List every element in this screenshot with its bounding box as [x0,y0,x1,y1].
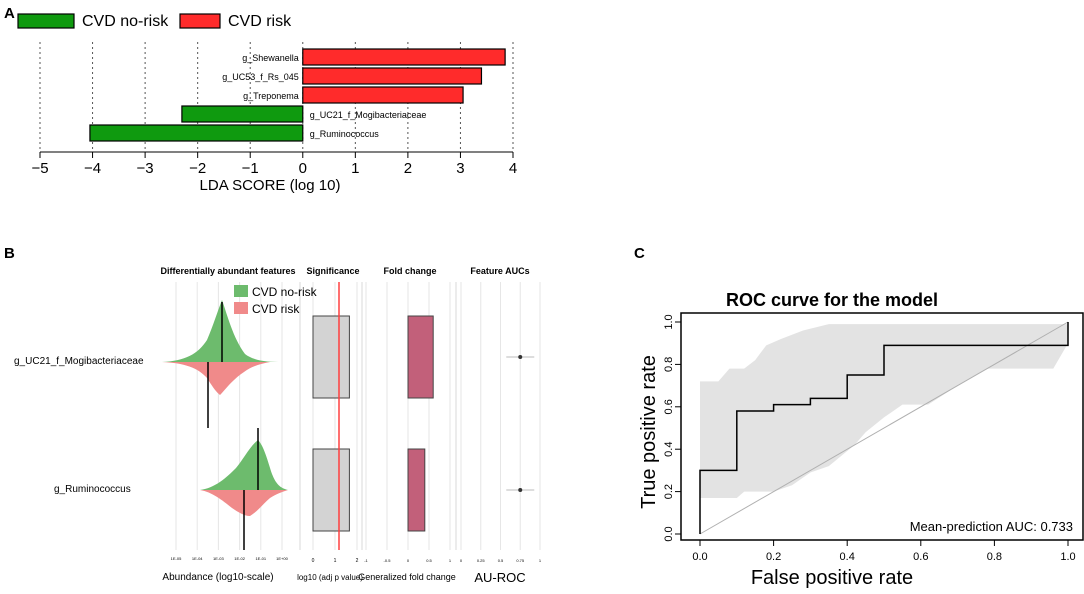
legend-label-no-risk: CVD no-risk [82,13,169,30]
roc-x-tick-label: 1.0 [1060,551,1075,563]
multi-panel-feature-chart: Differentially abundant features Signifi… [14,266,542,585]
auc-tick-label: 0.75 [516,558,525,563]
lda-bar-label: g_UC53_f_Rs_045 [222,72,299,82]
significance-tick-label: 0 [312,558,315,564]
lda-bar [181,105,304,123]
fold-change-tick-label: -0.5 [384,558,392,563]
feature-label-1: g_UC21_f_Mogibacteriaceae [14,356,144,367]
legend-label-risk: CVD risk [228,13,292,30]
lda-x-tick-label: −2 [189,160,206,177]
abundance-x-label: Abundance (log10-scale) [162,572,273,583]
lda-bar [302,86,464,104]
roc-diagonal-line [699,321,1069,535]
fold-change-x-label: Generalized fold change [358,572,456,582]
lda-x-tick-label: 1 [351,160,359,177]
significance-tick-label: 1 [334,558,337,564]
header-significance: Significance [306,266,359,276]
abundance-tick-label: 1E-02 [234,556,245,561]
roc-y-tick-label: 1.0 [663,314,675,329]
significance-tick-label: 2 [356,558,359,564]
lda-x-tick-label: −1 [242,160,259,177]
roc-confidence-band [700,324,1068,498]
legend-label-no-risk-b: CVD no-risk [252,285,318,299]
fold-change-tick-label: 1 [449,558,452,563]
roc-y-tick-label: 0.4 [663,442,675,457]
roc-x-tick-label: 0.8 [987,551,1002,563]
abundance-tick-label: 1E-01 [255,556,266,561]
lda-x-tick-label: −5 [31,160,48,177]
violin-no-risk-feature-2 [200,440,288,490]
lda-bar-label: g_Treponema [243,91,299,101]
roc-title: ROC curve for the model [726,290,938,310]
lda-bar-label: g_UC21_f_Mogibacteriaceae [310,110,427,120]
lda-x-tick-label: −3 [137,160,154,177]
auc-tick-label: 0 [460,558,463,563]
abundance-tick-label: 1E-05 [171,556,182,561]
auc-point [518,488,523,492]
roc-y-tick-label: 0.8 [663,357,675,372]
lda-bar [89,124,304,142]
lda-x-tick-label: −4 [84,160,101,177]
significance-x-label: log10 (adj p value) [297,573,363,582]
header-fold-change: Fold change [383,266,436,276]
roc-x-axis-label: False positive rate [751,567,913,589]
roc-x-tick-label: 0.2 [766,551,781,563]
roc-y-tick-label: 0.0 [663,526,675,541]
lda-x-tick-label: 2 [404,160,412,177]
significance-bar [312,315,350,399]
header-auc: Feature AUCs [470,266,529,276]
lda-bar [302,67,483,85]
roc-y-tick-label: 0.6 [663,399,675,414]
feature-label-2: g_Ruminococcus [54,484,131,495]
auc-x-label: AU-ROC [474,570,525,585]
auc-tick-label: 0.25 [477,558,486,563]
legend-swatch-risk-b [234,302,248,314]
lda-bar-label: g_Ruminococcus [310,129,380,139]
fold-change-tick-label: 0 [407,558,410,563]
header-features: Differentially abundant features [160,266,295,276]
abundance-tick-label: 1E-03 [213,556,224,561]
abundance-tick-label: 1E-04 [192,556,203,561]
roc-chart: ROC curve for the model 0.0 0.2 0.4 0.6 0.8 1… [638,290,1084,589]
violin-risk-feature-1 [162,362,270,395]
roc-x-tick-label: 0.4 [840,551,855,563]
fold-change-bar [407,315,434,399]
roc-x-tick-label: 0.6 [913,551,928,563]
roc-x-tick-label: 0.0 [692,551,707,563]
roc-y-tick-label: 0.2 [663,484,675,499]
roc-y-axis-label: True positive rate [638,355,660,509]
fold-change-tick-label: 0.5 [426,558,432,563]
lda-chart: CVD no-risk CVD risk g_Shewanella g_UC53_… [17,13,517,194]
roc-curve [699,322,1069,534]
roc-auc-annotation: Mean-prediction AUC: 0.733 [910,519,1073,534]
fold-change-tick-label: -1 [364,558,368,563]
lda-bar [302,48,506,66]
lda-x-axis-label: LDA SCORE (log 10) [200,177,341,194]
legend-swatch-no-risk-b [234,285,248,297]
legend-swatch-risk [179,13,221,29]
legend-label-risk-b: CVD risk [252,302,300,316]
lda-bar-label: g_Shewanella [242,53,299,63]
significance-bar [312,448,350,532]
fold-change-bar [407,448,426,532]
lda-x-tick-label: 4 [509,160,517,177]
auc-tick-label: 1 [539,558,542,563]
lda-x-tick-label: 3 [456,160,464,177]
auc-point [518,355,523,359]
panel-label-b: B [4,245,15,262]
panel-label-a: A [4,5,15,22]
legend-swatch-no-risk [17,13,75,29]
lda-x-tick-label: 0 [299,160,307,177]
panel-label-c: C [634,245,645,262]
abundance-tick-label: 1E+00 [276,556,288,561]
auc-tick-label: 0.5 [498,558,504,563]
